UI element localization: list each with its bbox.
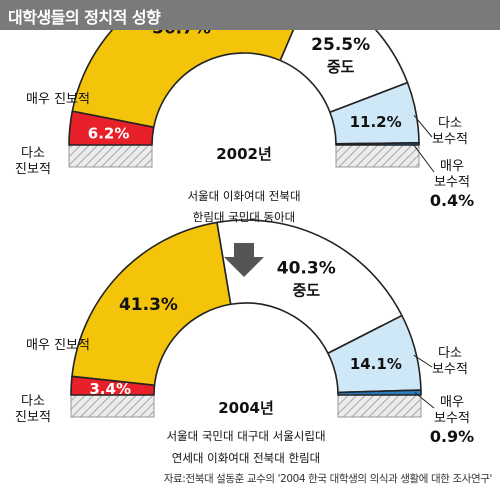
year-label: 2002년: [216, 145, 272, 163]
legend-somewhat-conservative-1: 보수적: [432, 132, 468, 147]
legend-very-progressive-0: 매우 진보적: [26, 92, 90, 107]
slice-very-conservative: [337, 389, 422, 396]
university-line: 연세대 이화여대 전북대 한림대: [172, 451, 321, 465]
legend-very-conservative-1: 보수적: [434, 175, 470, 190]
legend-very-conservative-0: 매우: [440, 159, 464, 174]
value-label-somewhat-progressive: 41.3%: [119, 295, 178, 315]
leader-very-conservative: [412, 143, 435, 173]
slice-somewhat-progressive: [71, 221, 232, 386]
university-line: 한림대 국민대 동아대: [193, 210, 296, 224]
value-label-somewhat-conservative: 14.1%: [350, 355, 402, 373]
university-line: 서울대 국민대 대구대 서울시립대: [166, 429, 325, 443]
slice-somewhat-progressive: [71, 30, 295, 128]
legend-somewhat-progressive-0: 다소: [21, 146, 45, 161]
value-label-very-conservative: 0.9%: [430, 427, 474, 446]
leader-somewhat-conservative: [413, 354, 433, 368]
legend-somewhat-progressive-1: 진보적: [15, 162, 51, 177]
legend-very-conservative-0: 매우: [440, 395, 464, 410]
leader-very-conservative: [414, 392, 435, 409]
value-label-very-progressive: 3.4%: [89, 380, 131, 398]
base-right: [337, 394, 422, 418]
university-line: 서울대 이화여대 전북대: [187, 189, 300, 203]
value-label-somewhat-conservative: 11.2%: [350, 113, 402, 131]
value-label-moderate: 40.3%: [277, 258, 336, 278]
slice-very-conservative: [335, 142, 420, 146]
title-bar: 대학생들의 정치적 성향: [0, 0, 500, 30]
value-label-moderate: 25.5%: [311, 35, 370, 55]
legend-somewhat-conservative-1: 보수적: [432, 362, 468, 377]
legend-somewhat-progressive-0: 다소: [21, 394, 45, 409]
slice-moderate: [216, 219, 403, 355]
value-label-very-progressive: 6.2%: [88, 124, 130, 142]
legend-very-progressive-0: 매우 진보적: [26, 338, 90, 353]
base-right: [335, 144, 420, 168]
down-arrow-icon: [224, 243, 264, 277]
source-note: 자료:전북대 설동훈 교수의 '2004 한국 대학생의 의식과 생활에 대한 …: [163, 473, 493, 485]
value-label-very-conservative: 0.4%: [430, 191, 474, 210]
legend-somewhat-progressive-1: 진보적: [15, 410, 51, 425]
base-left: [68, 144, 153, 168]
leader-somewhat-conservative: [413, 115, 433, 138]
label-moderate: 중도: [327, 58, 355, 76]
year-label: 2004년: [218, 399, 274, 417]
label-moderate: 중도: [292, 281, 320, 299]
legend-somewhat-conservative-0: 다소: [438, 116, 462, 131]
legend-very-conservative-1: 보수적: [434, 411, 470, 426]
page-title: 대학생들의 정치적 성향: [8, 8, 161, 27]
legend-somewhat-conservative-0: 다소: [438, 346, 462, 361]
value-label-somewhat-progressive: 56.7%: [152, 30, 211, 38]
base-left: [70, 394, 155, 418]
